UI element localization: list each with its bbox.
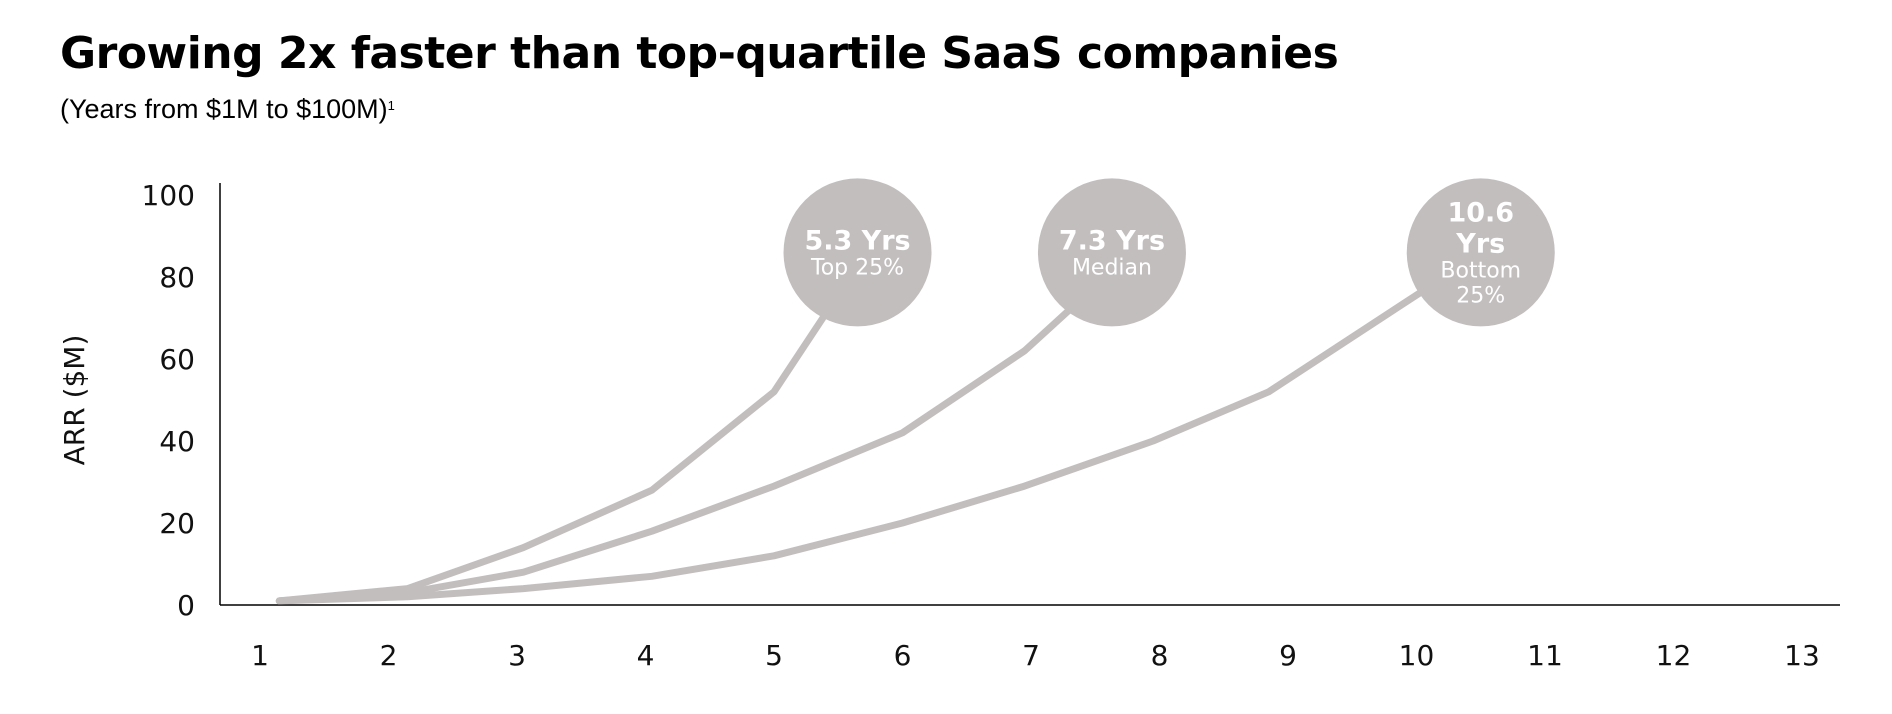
y-tick-label: 60 — [159, 343, 195, 376]
y-tick-label: 80 — [159, 261, 195, 294]
bubble-category-label: Bottom — [1440, 258, 1521, 283]
subtitle-text: (Years from $1M to $100M) — [60, 94, 388, 124]
y-tick-label: 20 — [159, 507, 195, 540]
x-tick-label: 12 — [1656, 639, 1692, 672]
x-tick-label: 3 — [508, 639, 526, 672]
bubble-value-label: Yrs — [1455, 228, 1505, 259]
series-line — [275, 289, 1423, 605]
x-tick-label: 8 — [1151, 639, 1169, 672]
bubble-value-label: 5.3 Yrs — [804, 225, 910, 256]
bubble-category-label: Top 25% — [810, 255, 904, 280]
bubble-category-label: 25% — [1456, 283, 1505, 308]
x-tick-label: 4 — [637, 639, 655, 672]
x-tick-label: 10 — [1399, 639, 1435, 672]
y-tick-label: 40 — [159, 425, 195, 458]
bubble-marker — [783, 178, 932, 327]
y-axis-title: ARR ($M) — [58, 335, 91, 466]
x-tick-label: 6 — [894, 639, 912, 672]
footnote-marker: 1 — [387, 98, 395, 113]
x-tick-label: 7 — [1022, 639, 1040, 672]
bubble-value-label: 7.3 Yrs — [1059, 225, 1165, 256]
bubble-marker — [1406, 178, 1555, 327]
x-tick-label: 2 — [380, 639, 398, 672]
bubble-value-label: 10.6 — [1447, 197, 1514, 228]
bubble-category-label: Median — [1072, 255, 1152, 280]
x-tick-label: 5 — [765, 639, 783, 672]
y-tick-label: 0 — [177, 589, 195, 622]
y-tick-label: 100 — [142, 179, 195, 212]
chart-subtitle: (Years from $1M to $100M)1 — [60, 94, 395, 125]
series-line — [275, 298, 1083, 605]
page-title: Growing 2x faster than top-quartile SaaS… — [60, 28, 1339, 79]
x-tick-label: 13 — [1784, 639, 1820, 672]
bubble-marker — [1037, 178, 1186, 327]
x-tick-label: 11 — [1527, 639, 1563, 672]
x-tick-label: 1 — [251, 639, 269, 672]
x-tick-label: 9 — [1279, 639, 1297, 672]
